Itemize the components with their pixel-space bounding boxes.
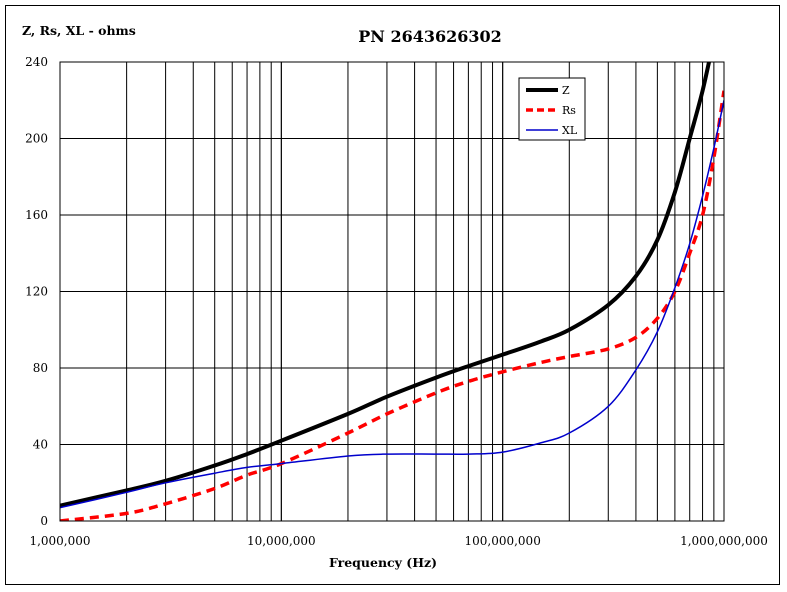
series-lines — [60, 62, 724, 521]
x-tick-label: 10,000,000 — [247, 534, 316, 548]
legend-label-z: Z — [562, 84, 570, 97]
x-axis-label: Frequency (Hz) — [329, 555, 437, 570]
x-tick-label: 1,000,000,000 — [680, 534, 768, 548]
series-z-line — [60, 62, 712, 508]
y-tick-label: 160 — [25, 208, 48, 222]
legend: Z Rs XL — [518, 77, 586, 141]
y-tick-label: 40 — [33, 438, 48, 452]
y-tick-label: 240 — [25, 55, 48, 69]
plot-border — [59, 61, 725, 522]
legend-label-xl: XL — [562, 124, 578, 137]
y-tick-label: 120 — [25, 285, 48, 299]
series-xl-line — [60, 100, 724, 509]
chart-title: PN 2643626302 — [358, 27, 502, 46]
series-rs-line — [60, 90, 724, 521]
y-tick-label: 200 — [25, 132, 48, 146]
x-tick-labels: 1,000,000 10,000,000 100,000,000 1,000,000,… — [29, 534, 767, 548]
x-tick-label: 100,000,000 — [464, 534, 540, 548]
y-tick-label: 0 — [40, 514, 48, 528]
legend-label-rs: Rs — [562, 104, 576, 117]
y-tick-labels: 0 40 80 120 160 200 240 — [25, 55, 48, 528]
x-tick-label: 1,000,000 — [29, 534, 90, 548]
y-tick-label: 80 — [33, 361, 48, 375]
y-axis-label: Z, Rs, XL - ohms — [22, 23, 136, 38]
